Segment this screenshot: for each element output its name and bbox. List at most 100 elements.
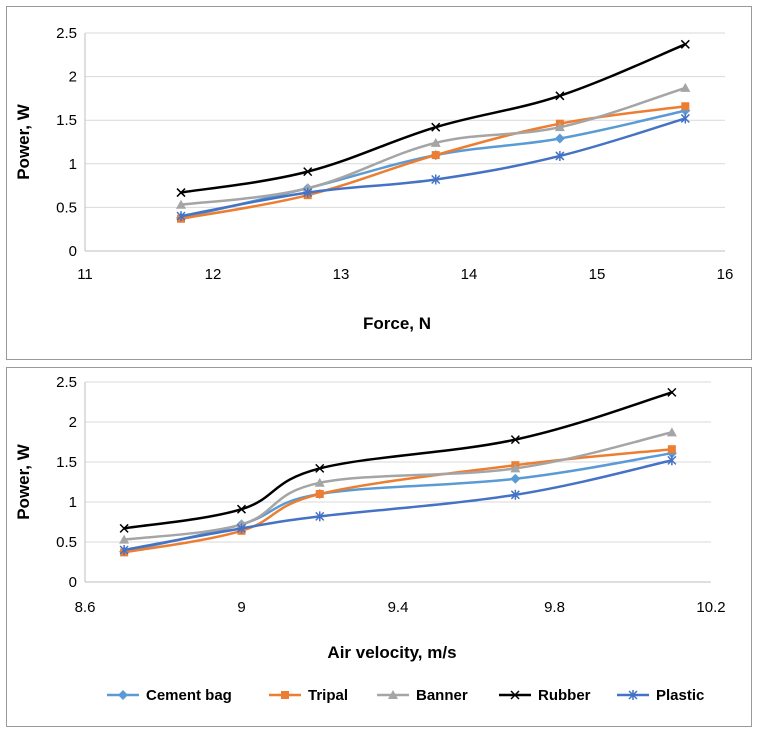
legend-swatch-marker	[510, 690, 520, 700]
velocity-chart-y-tick-label: 1.5	[56, 454, 77, 471]
force-chart-x-tick-label: 14	[461, 266, 478, 283]
legend-swatch-marker	[118, 690, 128, 700]
chart-legend: Cement bag Tripal Banner Rubber Plastic	[6, 680, 750, 710]
velocity-chart-point-rubber	[236, 504, 247, 514]
velocity-chart-y-axis-title: Power, W	[14, 443, 33, 520]
velocity-chart-point-banner	[666, 427, 677, 437]
legend-swatch-plastic	[617, 690, 649, 700]
legend-swatch-marker	[628, 690, 638, 700]
force-chart-panel: 0 0.5 1 1.5 2 2.5 11 12 13 14 15 16 Force, N Power, W	[6, 6, 752, 360]
velocity-chart-x-tick-label: 8.6	[75, 599, 96, 616]
force-chart-point-rubber	[680, 39, 690, 49]
force-chart-x-axis-title: Force, N	[363, 314, 431, 333]
legend-swatch-rubber	[499, 690, 531, 700]
force-chart-point-rubber	[555, 91, 565, 101]
force-power-chart: 0 0.5 1 1.5 2 2.5 11 12 13 14 15 16 Force, N Power, W	[14, 25, 734, 333]
velocity-chart-point-banner	[119, 534, 130, 544]
legend-item-cement-bag: Cement bag	[106, 680, 232, 710]
force-chart-point-rubber	[303, 167, 313, 177]
legend-label: Rubber	[538, 686, 591, 704]
velocity-chart-y-tick-label: 1	[69, 494, 77, 511]
legend-swatch-marker	[388, 690, 398, 699]
force-chart-line-plastic	[179, 117, 687, 218]
air-velocity-chart-panel: 0 0.5 1 1.5 2 2.5 8.6 9 9.4 9.8 10.2 Air velocity, …	[6, 367, 752, 727]
force-chart-line-rubber	[179, 43, 687, 194]
velocity-chart-x-tick-label: 9.8	[544, 599, 565, 616]
velocity-chart-y-tick-label: 0.5	[56, 534, 77, 551]
force-chart-point-tripal	[431, 151, 440, 160]
velocity-chart-point-plastic	[119, 545, 129, 555]
force-chart-point-banner	[680, 82, 691, 92]
air-velocity-power-chart: 0 0.5 1 1.5 2 2.5 8.6 9 9.4 9.8 10.2 Air velocity, …	[14, 374, 726, 662]
force-chart-point-tripal	[681, 102, 690, 111]
legend-item-plastic: Plastic	[616, 680, 704, 710]
velocity-chart-point-plastic	[667, 455, 677, 466]
force-chart-y-axis-title: Power, W	[14, 103, 33, 180]
force-chart-point-plastic	[176, 211, 186, 222]
legend-label: Cement bag	[146, 686, 232, 704]
force-chart-point-plastic	[431, 174, 441, 185]
velocity-chart-y-tick-label: 2	[69, 414, 77, 431]
velocity-chart-x-tick-label: 10.2	[696, 599, 725, 616]
force-chart-point-banner	[554, 122, 565, 132]
velocity-chart-point-rubber	[510, 435, 520, 445]
velocity-chart-x-tick-label: 9.4	[388, 599, 409, 616]
velocity-chart-point-rubber	[119, 523, 129, 533]
force-chart-y-tick-label: 0	[69, 243, 77, 260]
velocity-chart-point-rubber	[315, 463, 325, 473]
force-chart-point-rubber	[176, 188, 186, 198]
force-chart-y-tick-label: 1.5	[56, 112, 77, 129]
velocity-chart-point-banner	[510, 463, 521, 473]
force-chart-series-banner	[176, 82, 691, 209]
force-chart-y-tick-label: 2	[69, 69, 77, 86]
force-chart-x-tick-label: 12	[205, 266, 222, 283]
legend-label: Plastic	[656, 686, 705, 704]
velocity-chart-point-tripal	[667, 445, 676, 454]
legend-swatch-banner	[377, 690, 409, 699]
force-chart-x-tick-label: 13	[333, 266, 350, 283]
velocity-chart-point-plastic	[315, 511, 325, 522]
velocity-chart-gridlines	[85, 381, 711, 583]
velocity-chart-point-plastic	[236, 523, 247, 534]
velocity-chart-series-rubber	[119, 387, 677, 533]
legend-swatch-marker	[281, 691, 289, 699]
force-chart-y-tick-label: 2.5	[56, 25, 77, 42]
force-chart-series-plastic	[176, 113, 690, 222]
velocity-chart-point-tripal	[315, 490, 324, 498]
velocity-chart-x-axis-title: Air velocity, m/s	[327, 643, 456, 662]
legend-swatch-cement-bag	[107, 690, 139, 700]
velocity-chart-y-tick-label: 2.5	[56, 374, 77, 391]
force-chart-point-plastic	[555, 150, 565, 161]
velocity-chart-series-plastic	[119, 455, 677, 555]
legend-label: Tripal	[308, 686, 349, 704]
force-chart-y-tick-label: 1	[69, 156, 77, 173]
force-chart-point-rubber	[431, 122, 441, 132]
force-chart-point-banner	[176, 199, 186, 209]
legend-label: Banner	[416, 686, 468, 704]
force-chart-y-tick-label: 0.5	[56, 199, 77, 216]
force-chart-point-plastic	[303, 187, 313, 198]
velocity-chart-line-banner	[122, 431, 674, 541]
velocity-chart-line-plastic	[122, 459, 674, 552]
force-chart-point-plastic	[680, 113, 690, 124]
force-chart-x-tick-label: 16	[717, 266, 734, 283]
legend-item-tripal: Tripal	[268, 680, 348, 710]
force-chart-x-tick-label: 15	[589, 266, 606, 283]
velocity-chart-line-rubber	[122, 391, 674, 530]
velocity-chart-line-cement-bag	[122, 451, 674, 553]
velocity-chart-point-banner	[314, 477, 325, 487]
velocity-chart-point-cement-bag	[510, 473, 521, 484]
velocity-chart-point-rubber	[667, 387, 677, 397]
force-chart-x-tick-label: 11	[77, 266, 93, 283]
force-chart-point-cement-bag	[554, 133, 565, 144]
velocity-chart-x-tick-label: 9	[237, 599, 245, 616]
velocity-chart-point-plastic	[510, 489, 520, 500]
legend-item-banner: Banner	[376, 680, 468, 710]
legend-item-rubber: Rubber	[498, 680, 591, 710]
force-chart-point-banner	[430, 137, 441, 147]
force-chart-series-rubber	[176, 39, 690, 198]
velocity-chart-line-tripal	[122, 447, 674, 554]
legend-swatch-tripal	[269, 691, 301, 699]
velocity-chart-y-tick-label: 0	[69, 574, 77, 591]
velocity-chart-series-banner	[119, 427, 677, 544]
